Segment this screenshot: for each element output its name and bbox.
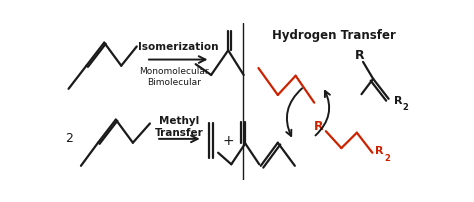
Text: Hydrogen Transfer: Hydrogen Transfer <box>273 28 396 41</box>
Text: +: + <box>222 134 234 148</box>
Text: 2: 2 <box>402 102 409 112</box>
Text: Isomerization: Isomerization <box>137 42 218 52</box>
Text: 2: 2 <box>65 131 73 144</box>
Text: 2: 2 <box>385 153 391 162</box>
Text: R: R <box>314 120 324 133</box>
Text: Monomolecular
Bimolecular: Monomolecular Bimolecular <box>139 66 209 86</box>
Text: R: R <box>394 96 402 106</box>
FancyArrowPatch shape <box>316 92 330 136</box>
Text: R: R <box>355 48 365 61</box>
Text: Methyl
Transfer: Methyl Transfer <box>155 115 204 137</box>
Text: R: R <box>375 146 384 156</box>
FancyArrowPatch shape <box>286 89 302 136</box>
